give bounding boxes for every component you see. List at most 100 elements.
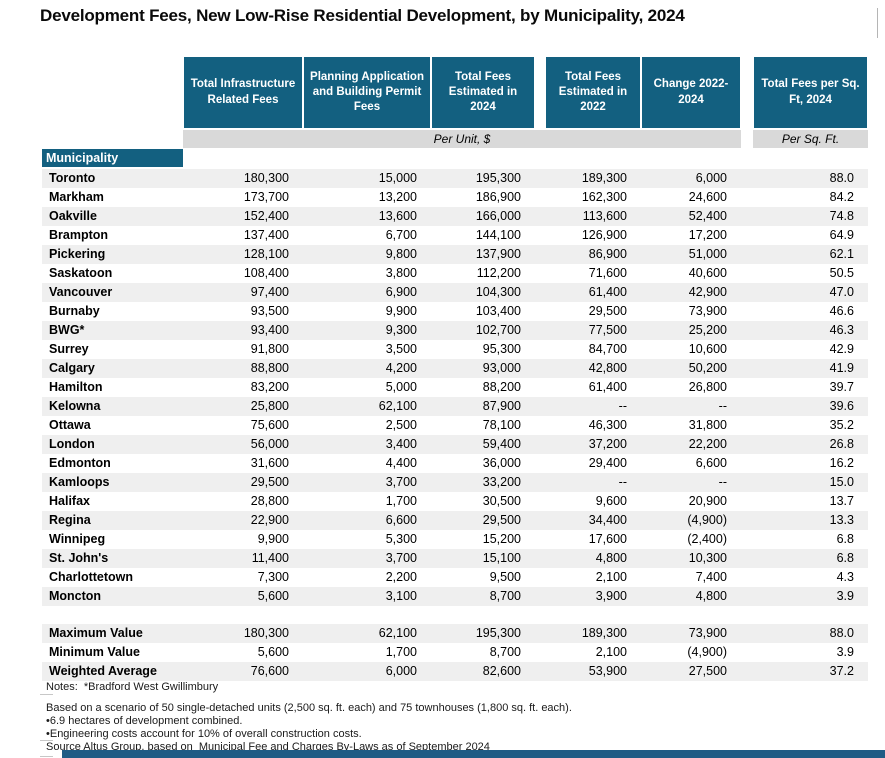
municipality-cell: Oakville [49, 209, 97, 223]
table-row: Winnipeg 9,900 5,300 15,200 17,600 (2,400) 6.8 [42, 530, 868, 549]
value-cell: 9,600 [595, 494, 627, 508]
value-cell: 37.2 [829, 664, 854, 678]
municipality-cell: Brampton [49, 228, 109, 242]
value-cell: 3.9 [836, 589, 854, 603]
value-cell: 25,800 [250, 399, 289, 413]
summary-label-cell: Minimum Value [49, 645, 140, 659]
value-cell: 61,400 [588, 285, 627, 299]
value-cell: 61,400 [588, 380, 627, 394]
table-row: Burnaby 93,500 9,900 103,400 29,500 73,900 46.… [42, 302, 868, 321]
municipality-cell: Ottawa [49, 418, 91, 432]
value-cell: 37,200 [588, 437, 627, 451]
value-cell: 47.0 [829, 285, 854, 299]
value-cell: 4,800 [595, 551, 627, 565]
value-cell: 17,600 [588, 532, 627, 546]
value-cell: 22,200 [688, 437, 727, 451]
table-row: Maximum Value 180,300 62,100 195,300 189,300… [42, 624, 868, 643]
value-cell: 75,600 [250, 418, 289, 432]
value-cell: (4,900) [687, 645, 727, 659]
value-cell: 52,400 [688, 209, 727, 223]
value-cell: 29,500 [588, 304, 627, 318]
value-cell: 86,900 [588, 247, 627, 261]
table-row: Charlottetown 7,300 2,200 9,500 2,100 7,400 4.… [42, 568, 868, 587]
header-per-sqft: Total Fees per Sq. Ft, 2024 [754, 57, 867, 128]
table-summary: Maximum Value 180,300 62,100 195,300 189,300… [42, 624, 868, 681]
value-cell: 91,800 [250, 342, 289, 356]
municipality-cell: Kelowna [49, 399, 101, 413]
value-cell: 30,500 [482, 494, 521, 508]
value-cell: 2,200 [385, 570, 417, 584]
value-cell: 113,600 [582, 209, 627, 223]
value-cell: 33,200 [482, 475, 521, 489]
value-cell: 6.8 [836, 551, 854, 565]
value-cell: 77,500 [588, 323, 627, 337]
value-cell: 6,900 [385, 285, 417, 299]
value-cell: 42.9 [829, 342, 854, 356]
value-cell: 4,800 [695, 589, 727, 603]
table-row: Edmonton 31,600 4,400 36,000 29,400 6,600 16.2 [42, 454, 868, 473]
value-cell: 88,200 [482, 380, 521, 394]
value-cell: 41.9 [829, 361, 854, 375]
value-cell: -- [618, 399, 627, 413]
value-cell: 9,800 [385, 247, 417, 261]
notes-line: Notes: *Bradford West Gwillimbury [46, 681, 219, 693]
value-cell: 13.3 [829, 513, 854, 527]
value-cell: 26,800 [688, 380, 727, 394]
value-cell: 5,600 [257, 645, 289, 659]
table-row: Saskatoon 108,400 3,800 112,200 71,600 40,600… [42, 264, 868, 283]
value-cell: 15,000 [378, 171, 417, 185]
value-cell: 2,500 [385, 418, 417, 432]
value-cell: 34,400 [588, 513, 627, 527]
municipality-header-row: Municipality [42, 149, 868, 167]
value-cell: 9,300 [385, 323, 417, 337]
gridline-stub [877, 8, 878, 38]
value-cell: 36,000 [482, 456, 521, 470]
value-cell: 9,900 [385, 304, 417, 318]
value-cell: 2,100 [595, 570, 627, 584]
municipality-cell: London [49, 437, 95, 451]
header-planning-permit: Planning Application and Building Permit… [304, 57, 430, 128]
value-cell: 39.6 [829, 399, 854, 413]
value-cell: 64.9 [829, 228, 854, 242]
value-cell: 62.1 [829, 247, 854, 261]
value-cell: 53,900 [588, 664, 627, 678]
value-cell: 1,700 [385, 645, 417, 659]
value-cell: 62,100 [378, 399, 417, 413]
municipality-cell: Charlottetown [49, 570, 134, 584]
value-cell: 6,600 [385, 513, 417, 527]
value-cell: 50,200 [688, 361, 727, 375]
value-cell: 88,800 [250, 361, 289, 375]
value-cell: 10,300 [688, 551, 727, 565]
unit-band-row: Per Unit, $ Per Sq. Ft. [42, 130, 868, 148]
municipality-cell: Pickering [49, 247, 106, 261]
municipality-cell: Halifax [49, 494, 90, 508]
value-cell: 83,200 [250, 380, 289, 394]
value-cell: 97,400 [250, 285, 289, 299]
value-cell: 3,800 [385, 266, 417, 280]
value-cell: 1,700 [385, 494, 417, 508]
value-cell: 16.2 [829, 456, 854, 470]
table-row: Hamilton 83,200 5,000 88,200 61,400 26,800 39.… [42, 378, 868, 397]
value-cell: 173,700 [243, 190, 289, 204]
summary-label-cell: Maximum Value [49, 626, 143, 640]
municipality-cell: Regina [49, 513, 91, 527]
table-row: Halifax 28,800 1,700 30,500 9,600 20,900 13.7 [42, 492, 868, 511]
value-cell: 180,300 [243, 626, 289, 640]
value-cell: 6,000 [385, 664, 417, 678]
table-body: Toronto 180,300 15,000 195,300 189,300 6,000 8… [42, 169, 868, 606]
municipality-cell: Hamilton [49, 380, 103, 394]
municipality-cell: Burnaby [49, 304, 100, 318]
value-cell: 8,700 [489, 589, 521, 603]
table-row: Ottawa 75,600 2,500 78,100 46,300 31,800 35.2 [42, 416, 868, 435]
header-total-2024: Total Fees Estimated in 2024 [432, 57, 534, 128]
value-cell: 59,400 [482, 437, 521, 451]
table-row: Pickering 128,100 9,800 137,900 86,900 51,000… [42, 245, 868, 264]
per-unit-band: Per Unit, $ [183, 130, 741, 148]
value-cell: 3,500 [385, 342, 417, 356]
value-cell: 13,600 [378, 209, 417, 223]
value-cell: 166,000 [475, 209, 521, 223]
development-fees-table: Total Infrastructure Related Fees Planni… [42, 57, 868, 681]
value-cell: 29,500 [482, 513, 521, 527]
table-row: Regina 22,900 6,600 29,500 34,400 (4,900) 13.3 [42, 511, 868, 530]
value-cell: 4,200 [385, 361, 417, 375]
